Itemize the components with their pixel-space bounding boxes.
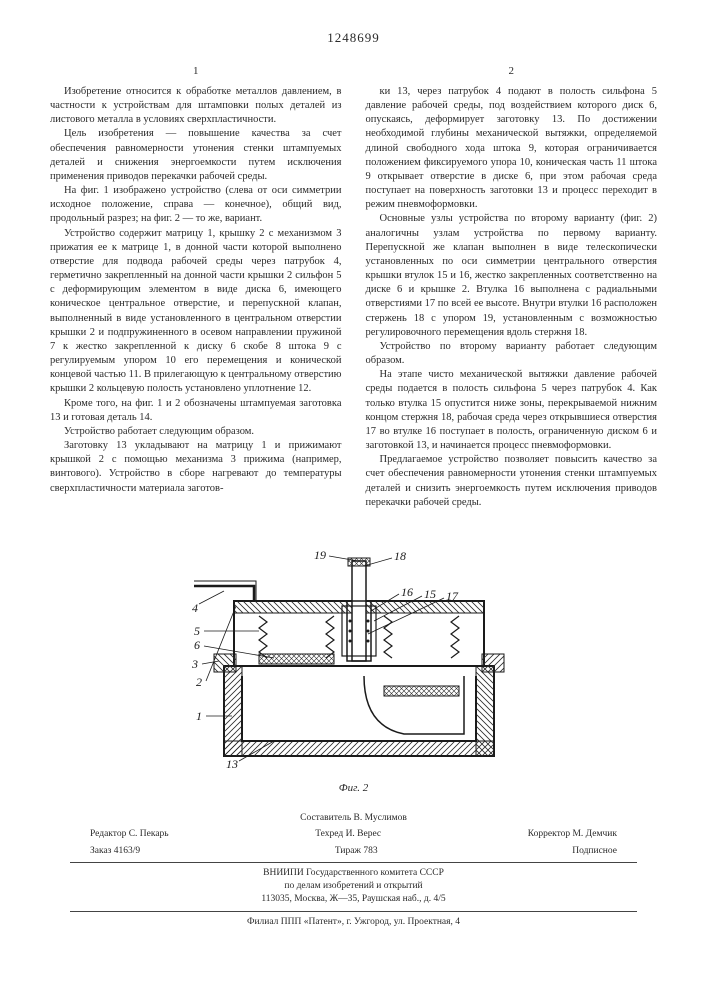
figure-caption: Фиг. 2 bbox=[50, 782, 657, 794]
fig-label-17: 17 bbox=[446, 589, 459, 603]
techred: Техред И. Верес bbox=[315, 828, 381, 841]
left-column: 1 Изобретение относится к обработке мета… bbox=[50, 64, 342, 534]
fig-label-19: 19 bbox=[314, 548, 326, 562]
fig-label-13: 13 bbox=[226, 757, 238, 771]
para: Изобретение относится к обработке металл… bbox=[50, 85, 342, 128]
para: Устройство содержит матрицу 1, крышку 2 … bbox=[50, 227, 342, 397]
text-columns: 1 Изобретение относится к обработке мета… bbox=[50, 64, 657, 534]
editor: Редактор С. Пекарь bbox=[90, 828, 169, 841]
fig-label-1: 1 bbox=[196, 709, 202, 723]
tirazh: Тираж 783 bbox=[335, 845, 378, 858]
fig-label-4: 4 bbox=[192, 601, 198, 615]
col-num-left: 1 bbox=[50, 64, 342, 79]
figure-2: 4 5 6 3 2 1 13 19 18 16 bbox=[164, 546, 544, 776]
para: Основные узлы устройства по второму вари… bbox=[366, 212, 658, 340]
col-num-right: 2 bbox=[366, 64, 658, 79]
para: Устройство работает следующим образом. bbox=[50, 425, 342, 439]
order: Заказ 4163/9 bbox=[90, 845, 140, 858]
addr2: Филиал ППП «Патент», г. Ужгород, ул. Про… bbox=[50, 916, 657, 929]
para: Цель изобретения — повышение качества за… bbox=[50, 127, 342, 184]
fig-label-3: 3 bbox=[191, 657, 198, 671]
fig-label-16: 16 bbox=[401, 585, 413, 599]
patent-number: 1248699 bbox=[50, 30, 657, 46]
para: Заготовку 13 укладывают на матрицу 1 и п… bbox=[50, 439, 342, 496]
right-column: 2 ки 13, через патрубок 4 подают в полос… bbox=[366, 64, 658, 534]
para: На фиг. 1 изображено устройство (слева о… bbox=[50, 184, 342, 227]
fig-label-18: 18 bbox=[394, 549, 406, 563]
para: Устройство по второму варианту работает … bbox=[366, 340, 658, 368]
org1: ВНИИПИ Государственного комитета СССР bbox=[50, 867, 657, 880]
compiler: Составитель В. Муслимов bbox=[50, 812, 657, 825]
fig-label-15: 15 bbox=[424, 587, 436, 601]
page: 1248699 1 Изобретение относится к обрабо… bbox=[0, 0, 707, 1000]
para: Предлагаемое устройство позволяет повыси… bbox=[366, 453, 658, 510]
para: Кроме того, на фиг. 1 и 2 обозначены шта… bbox=[50, 397, 342, 425]
subscription: Подписное bbox=[572, 845, 617, 858]
footer: Составитель В. Муслимов Редактор С. Пека… bbox=[50, 812, 657, 929]
corrector: Корректор М. Демчик bbox=[528, 828, 617, 841]
para: ки 13, через патрубок 4 подают в полость… bbox=[366, 85, 658, 213]
fig-label-2: 2 bbox=[196, 675, 202, 689]
org2: по делам изобретений и открытий bbox=[50, 880, 657, 893]
para: На этапе чисто механической вытяжки давл… bbox=[366, 368, 658, 453]
fig-label-5: 5 bbox=[194, 624, 200, 638]
addr1: 113035, Москва, Ж—35, Раушская наб., д. … bbox=[50, 893, 657, 906]
fig-label-6: 6 bbox=[194, 638, 200, 652]
